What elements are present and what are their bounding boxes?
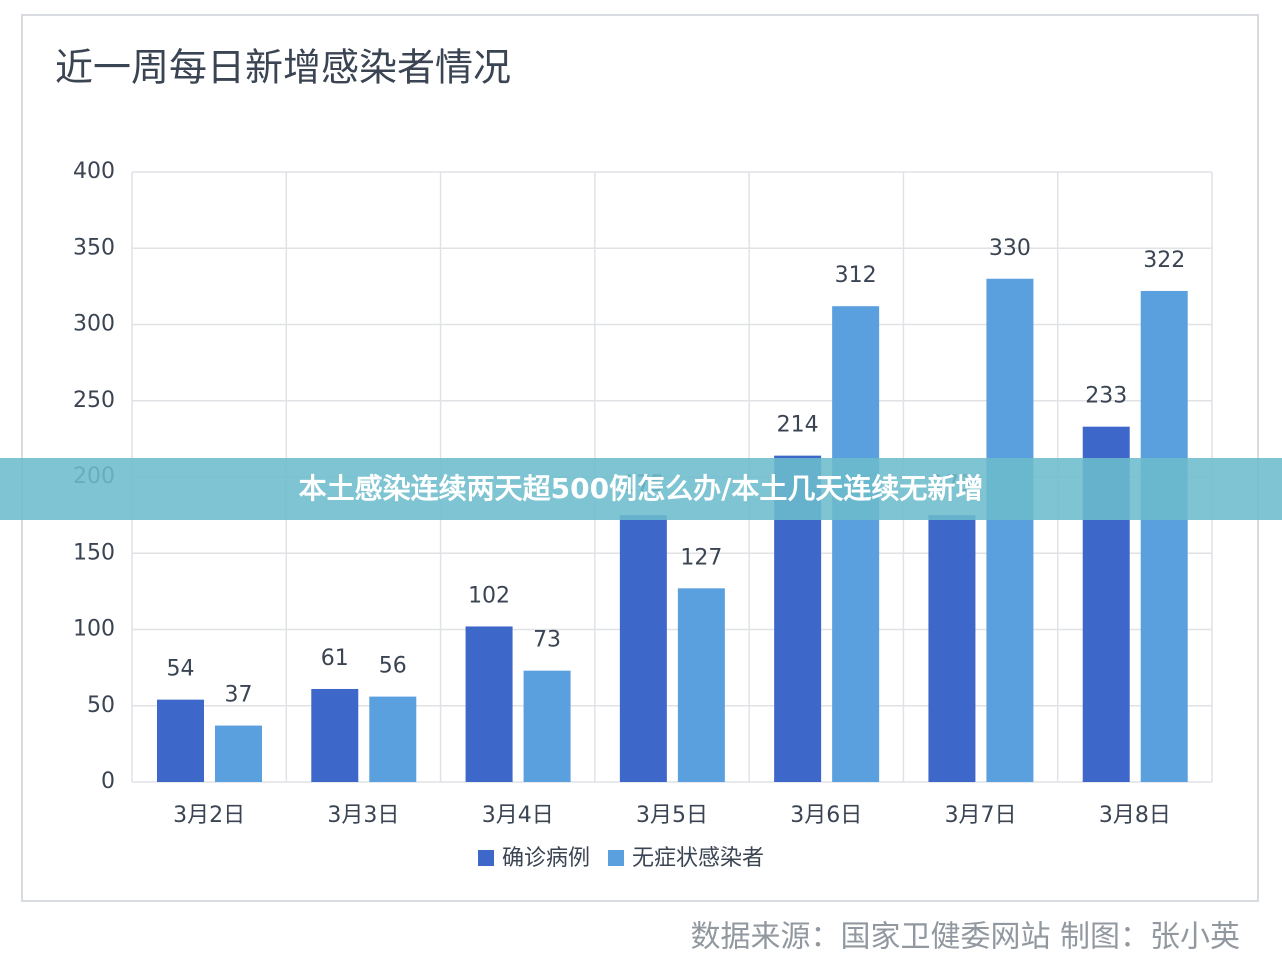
legend-label: 确诊病例 (502, 846, 590, 871)
banner-text: 本土感染连续两天超500例怎么办/本土几天连续无新增 (299, 472, 984, 505)
bar (928, 515, 976, 782)
legend-label: 无症状感染者 (632, 846, 764, 871)
source-note: 数据来源：国家卫健委网站 制图：张小英 (690, 920, 1240, 955)
bar (215, 725, 262, 782)
y-tick-label: 250 (73, 388, 115, 413)
y-tick-label: 300 (73, 312, 115, 337)
bar (369, 696, 417, 782)
bar (1140, 290, 1188, 782)
x-tick-label: 3月7日 (945, 803, 1017, 828)
legend-swatch (478, 850, 494, 866)
bar (311, 688, 359, 782)
y-tick-label: 350 (73, 235, 115, 260)
value-label: 37 (225, 683, 253, 708)
value-label: 61 (321, 646, 349, 671)
y-tick-label: 150 (73, 540, 115, 565)
value-label: 312 (835, 263, 877, 288)
value-label: 73 (533, 628, 561, 653)
x-tick-label: 3月2日 (173, 803, 245, 828)
y-tick-label: 50 (87, 693, 115, 718)
bar (832, 306, 880, 782)
x-tick-label: 3月4日 (482, 803, 554, 828)
bar (157, 699, 204, 782)
banner (0, 458, 1282, 520)
value-label: 54 (167, 657, 195, 682)
value-label: 102 (468, 583, 510, 608)
x-tick-label: 3月8日 (1099, 803, 1171, 828)
y-tick-label: 0 (101, 769, 115, 794)
bar (677, 588, 725, 782)
y-tick-label: 400 (73, 159, 115, 184)
x-tick-label: 3月5日 (636, 803, 708, 828)
bar (465, 626, 513, 782)
legend-swatch (608, 850, 625, 866)
value-label: 56 (379, 654, 407, 679)
bar (619, 515, 667, 782)
value-label: 233 (1085, 384, 1127, 409)
bar (986, 278, 1034, 782)
chart-title: 近一周每日新增感染者情况 (55, 46, 511, 90)
value-label: 127 (680, 545, 722, 570)
x-tick-label: 3月6日 (790, 803, 862, 828)
value-label: 322 (1143, 248, 1185, 273)
bar (523, 670, 571, 782)
value-label: 330 (989, 236, 1031, 261)
y-tick-label: 100 (73, 617, 115, 642)
x-tick-label: 3月3日 (327, 803, 399, 828)
value-label: 214 (777, 413, 819, 438)
